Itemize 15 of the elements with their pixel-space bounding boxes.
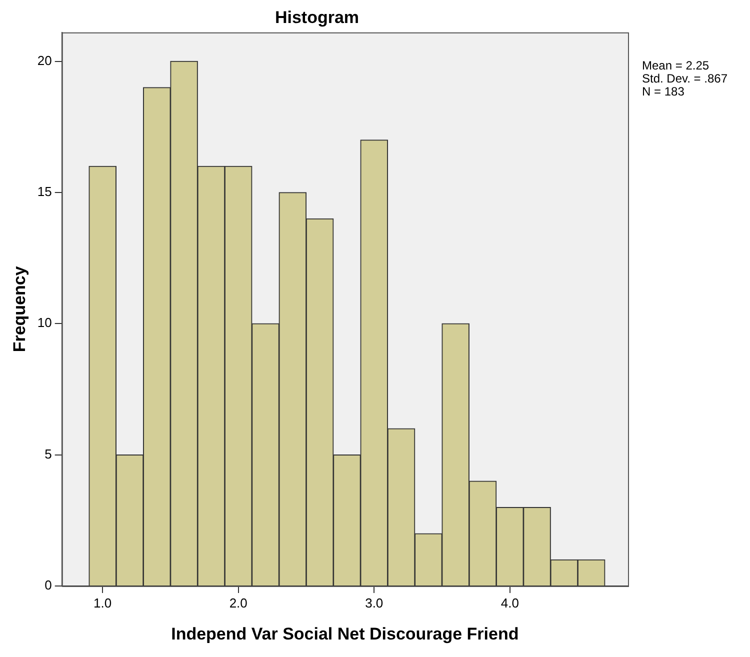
x-axis-title: Independ Var Social Net Discourage Friend bbox=[171, 624, 519, 644]
chart-title: Histogram bbox=[274, 8, 360, 27]
y-tick-label: 20 bbox=[37, 52, 52, 68]
x-tick-label: 2.0 bbox=[229, 595, 248, 610]
y-tick-label: 10 bbox=[37, 315, 52, 330]
x-tick-label: 3.0 bbox=[365, 595, 384, 610]
x-tick-label: 1.0 bbox=[94, 595, 112, 610]
text: Mean = 2.25 bbox=[642, 58, 710, 73]
x-tick-label: 4.0 bbox=[500, 595, 519, 610]
y-axis-title: Frequency bbox=[10, 266, 29, 352]
text: N = 183 bbox=[642, 84, 685, 99]
y-tick-label: 0 bbox=[44, 578, 52, 593]
y-tick-label: 15 bbox=[37, 184, 52, 200]
y-tick-label: 5 bbox=[44, 446, 52, 462]
text: Std. Dev. = .867 bbox=[642, 72, 728, 86]
